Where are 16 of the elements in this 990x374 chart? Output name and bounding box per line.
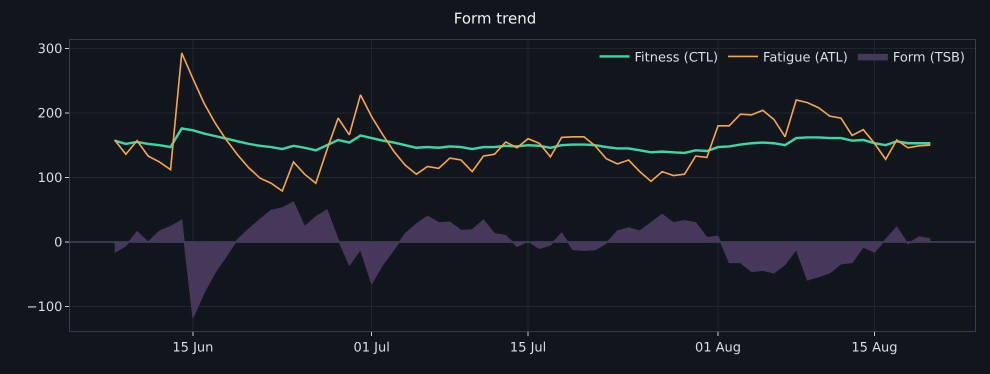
- x-tick-label: 15 Aug: [851, 340, 898, 356]
- legend-label: Fitness (CTL): [634, 50, 718, 66]
- x-tick-label: 15 Jul: [510, 340, 546, 356]
- chart-title: Form trend: [454, 10, 536, 28]
- x-tick-label: 15 Jun: [172, 340, 214, 356]
- x-tick-label: 01 Jul: [353, 340, 390, 356]
- y-tick-label: −100: [26, 300, 62, 316]
- x-tick-label: 01 Aug: [694, 340, 742, 356]
- y-tick-label: 200: [38, 106, 62, 122]
- y-tick-label: 0: [54, 236, 62, 251]
- y-tick-label: 300: [38, 42, 62, 57]
- legend-label: Fatigue (ATL): [763, 50, 848, 66]
- y-tick-label: 100: [38, 170, 62, 186]
- line-series: [113, 127, 932, 154]
- legend-label: Form (TSB): [892, 50, 965, 66]
- line-series: [114, 52, 932, 192]
